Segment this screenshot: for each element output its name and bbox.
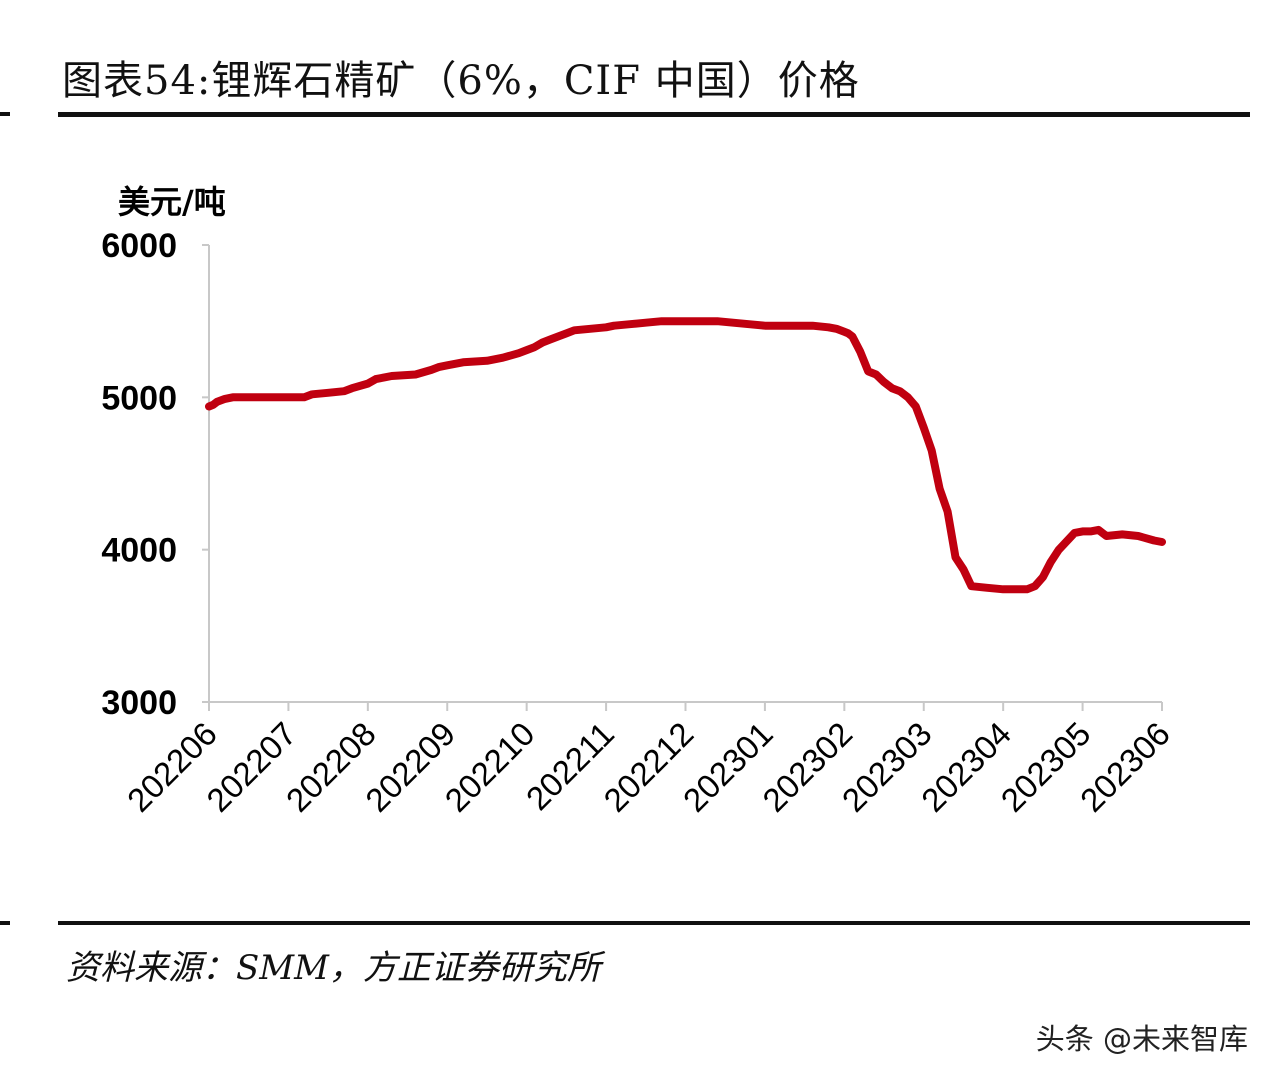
y-axis-unit-label: 美元/吨 [118,183,226,221]
top-rule [58,112,1250,117]
x-tick-label: 202302 [755,715,859,819]
y-tick-label: 4000 [101,532,177,570]
bottom-rule [58,921,1250,925]
chart-axes: 3000 4000 5000 6000 202206202207202208202209… [101,227,1177,819]
x-tick-label: 202301 [676,715,780,819]
x-tick-label: 202206 [120,715,224,819]
x-tick-label: 202209 [358,715,462,819]
x-tick-label: 202304 [914,715,1018,819]
y-tick-label: 3000 [101,684,177,722]
x-tick-label: 202303 [835,715,939,819]
x-tick-label: 202305 [994,715,1098,819]
y-tick-label: 6000 [101,227,177,265]
x-tick-label: 202212 [596,715,700,819]
line-chart: 美元/吨 30004000500060002022062022072022082… [101,183,1177,819]
left-edge-mark-bottom [0,921,10,925]
source-note: 资料来源：SMM，方正证券研究所 [66,948,601,988]
y-tick-label: 5000 [101,379,177,417]
series-line-spodumene-price [205,317,1166,594]
x-tick-label: 202207 [199,715,303,819]
figure-title: 图表54:锂辉石精矿（6%，CIF 中国）价格 [62,58,860,104]
x-tick-label: 202210 [438,715,542,819]
x-tick-label: 202306 [1073,715,1177,819]
left-edge-mark-top [0,112,10,116]
watermark: 头条 @未来智库 [1035,1022,1248,1056]
plot-area [205,317,1166,594]
x-tick-label: 202208 [279,715,383,819]
